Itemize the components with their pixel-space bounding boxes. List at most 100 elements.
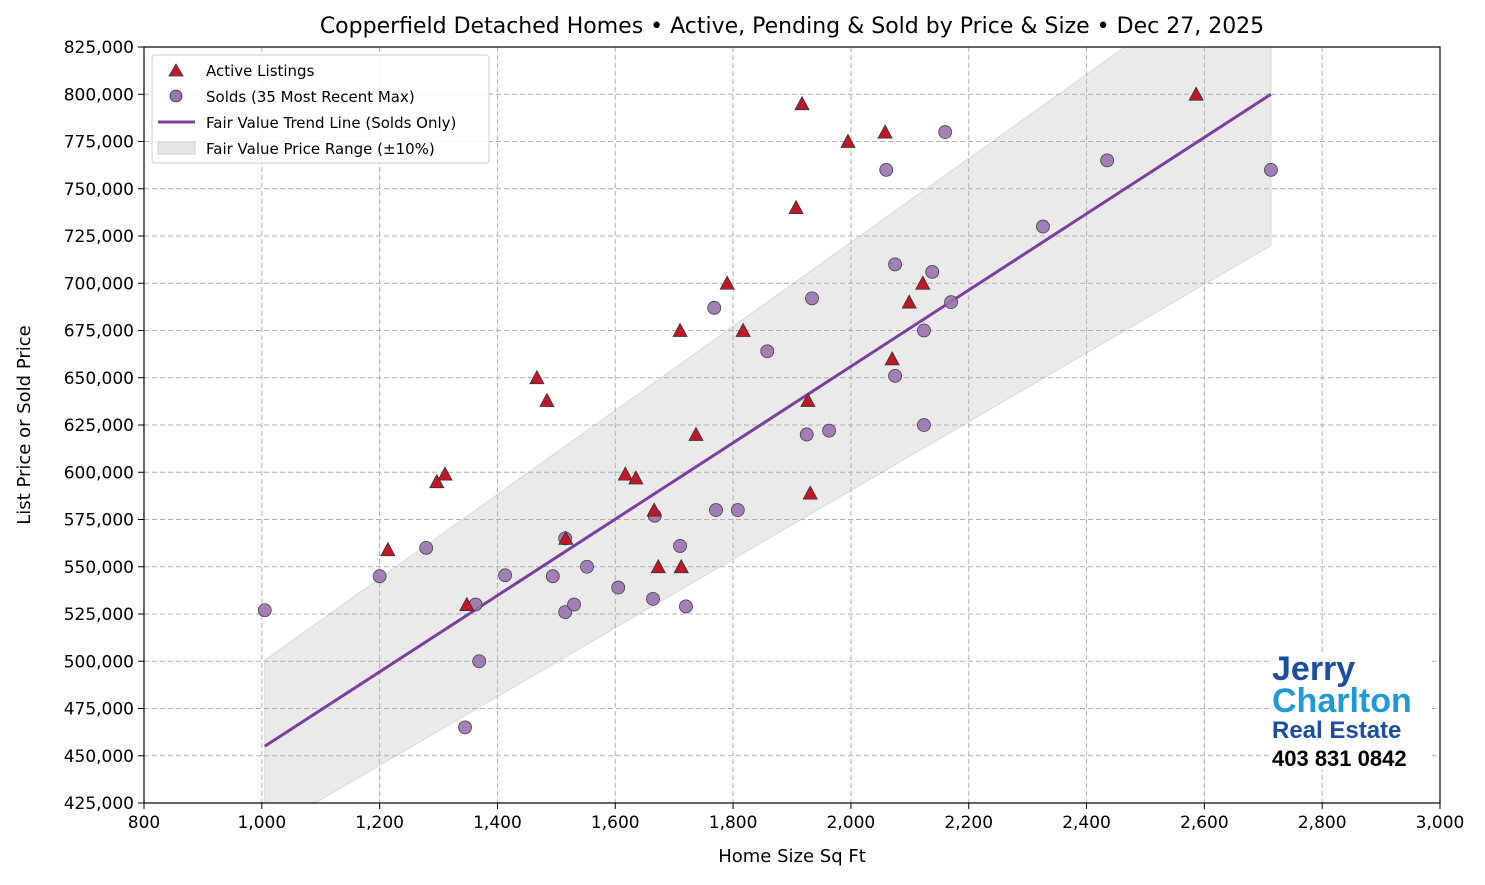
active-listing-point (628, 470, 644, 485)
legend-trend: Fair Value Trend Line (Solds Only) (206, 114, 456, 132)
sold-point (611, 580, 626, 595)
active-listing-point (459, 596, 475, 611)
sold-point (679, 599, 693, 614)
active-listing-point (380, 541, 396, 557)
sold-point (707, 300, 722, 315)
active-listing-point (915, 275, 931, 290)
chart-title: Copperfield Detached Homes • Active, Pen… (320, 14, 1264, 39)
legend-range: Fair Value Price Range (±10%) (206, 140, 435, 158)
sold-point (1100, 153, 1115, 168)
y-tick-label: 825,000 (64, 38, 134, 58)
active-listing-point (840, 133, 856, 148)
brand-logo: Jerry Charlton Real Estate 403 831 0842 (1272, 652, 1432, 770)
y-tick-label: 725,000 (64, 227, 134, 247)
sold-point (673, 539, 687, 553)
active-listing-point (1188, 86, 1204, 101)
logo-line2: Charlton (1272, 682, 1412, 720)
x-tick-label: 2,800 (1298, 813, 1347, 833)
y-tick-label: 550,000 (64, 558, 134, 578)
active-listing-point (802, 485, 818, 500)
sold-point (1036, 219, 1050, 234)
legend-band-icon (157, 141, 196, 155)
active-listing-point (884, 351, 900, 366)
y-tick-label: 475,000 (64, 700, 134, 720)
y-tick-label: 775,000 (64, 133, 134, 153)
y-tick-label: 450,000 (64, 747, 134, 767)
sold-point (1264, 162, 1278, 177)
active-listing-point (800, 392, 816, 407)
active-listing-point (672, 322, 688, 337)
active-listing-point (617, 466, 633, 481)
sold-point (730, 503, 745, 517)
fair-value-trend-line (263, 92, 1272, 748)
y-axis-label: List Price or Sold Price (14, 325, 35, 524)
legend-triangle-icon (168, 63, 184, 77)
legend-solds: Solds (35 Most Recent Max) (206, 88, 415, 106)
sold-point (805, 291, 819, 306)
sold-point (925, 265, 940, 279)
active-listing-point (794, 95, 810, 111)
y-tick-label: 425,000 (64, 794, 134, 814)
legend: Active Listings Solds (35 Most Recent Ma… (151, 54, 490, 164)
sold-point (917, 323, 931, 338)
logo-line1: Jerry (1272, 650, 1356, 688)
legend-active: Active Listings (206, 62, 315, 80)
active-listing-point (719, 275, 735, 290)
sold-point (879, 162, 894, 177)
x-tick-label: 1,600 (591, 813, 640, 833)
x-tick-label: 1,400 (473, 813, 522, 833)
y-tick-label: 650,000 (64, 369, 134, 389)
y-tick-label: 575,000 (64, 511, 134, 531)
sold-point (419, 540, 434, 555)
active-listing-point (688, 426, 704, 441)
x-tick-label: 1,000 (237, 813, 286, 833)
active-listing-point (877, 124, 893, 139)
sold-point (799, 427, 814, 442)
x-tick-label: 2,000 (827, 813, 876, 833)
sold-point (646, 591, 660, 606)
sold-point (580, 559, 594, 574)
active-listing-point (429, 473, 445, 489)
logo-phone: 403 831 0842 (1272, 746, 1407, 771)
active-listing-point (650, 558, 666, 574)
active-listing-point (788, 199, 804, 215)
legend-circle-icon (169, 89, 183, 103)
sold-point (760, 344, 775, 359)
x-tick-label: 1,800 (709, 813, 758, 833)
active-listing-point (673, 558, 689, 574)
x-tick-label: 1,200 (355, 813, 404, 833)
sold-point (917, 418, 931, 432)
sold-point (558, 605, 573, 620)
active-listing-point (437, 466, 453, 481)
sold-point (709, 503, 723, 517)
y-tick-label: 600,000 (64, 463, 134, 483)
sold-point (458, 720, 472, 735)
active-listing-point (901, 294, 917, 309)
active-listing-point (646, 502, 662, 517)
active-listing-point (529, 369, 545, 385)
sold-point (472, 654, 487, 669)
x-axis-label: Home Size Sq Ft (718, 846, 866, 867)
sold-point (498, 568, 513, 583)
active-listing-point (735, 322, 751, 337)
y-tick-label: 625,000 (64, 416, 134, 436)
y-tick-label: 700,000 (64, 274, 134, 294)
logo-line3: Real Estate (1272, 717, 1402, 744)
x-tick-label: 3,000 (1416, 813, 1465, 833)
y-tick-label: 675,000 (64, 322, 134, 342)
sold-point (888, 257, 902, 272)
sold-point (257, 603, 272, 618)
x-tick-label: 800 (128, 813, 160, 833)
sold-point (944, 295, 958, 310)
sold-point (372, 569, 387, 584)
sold-point (545, 569, 560, 584)
sold-point (822, 423, 837, 438)
y-tick-label: 525,000 (64, 605, 134, 625)
sold-point (888, 368, 902, 383)
sold-point (567, 597, 581, 612)
x-tick-label: 2,200 (944, 813, 993, 833)
active-listing-point (558, 530, 574, 545)
sold-point (938, 125, 953, 139)
y-tick-label: 800,000 (64, 85, 134, 105)
